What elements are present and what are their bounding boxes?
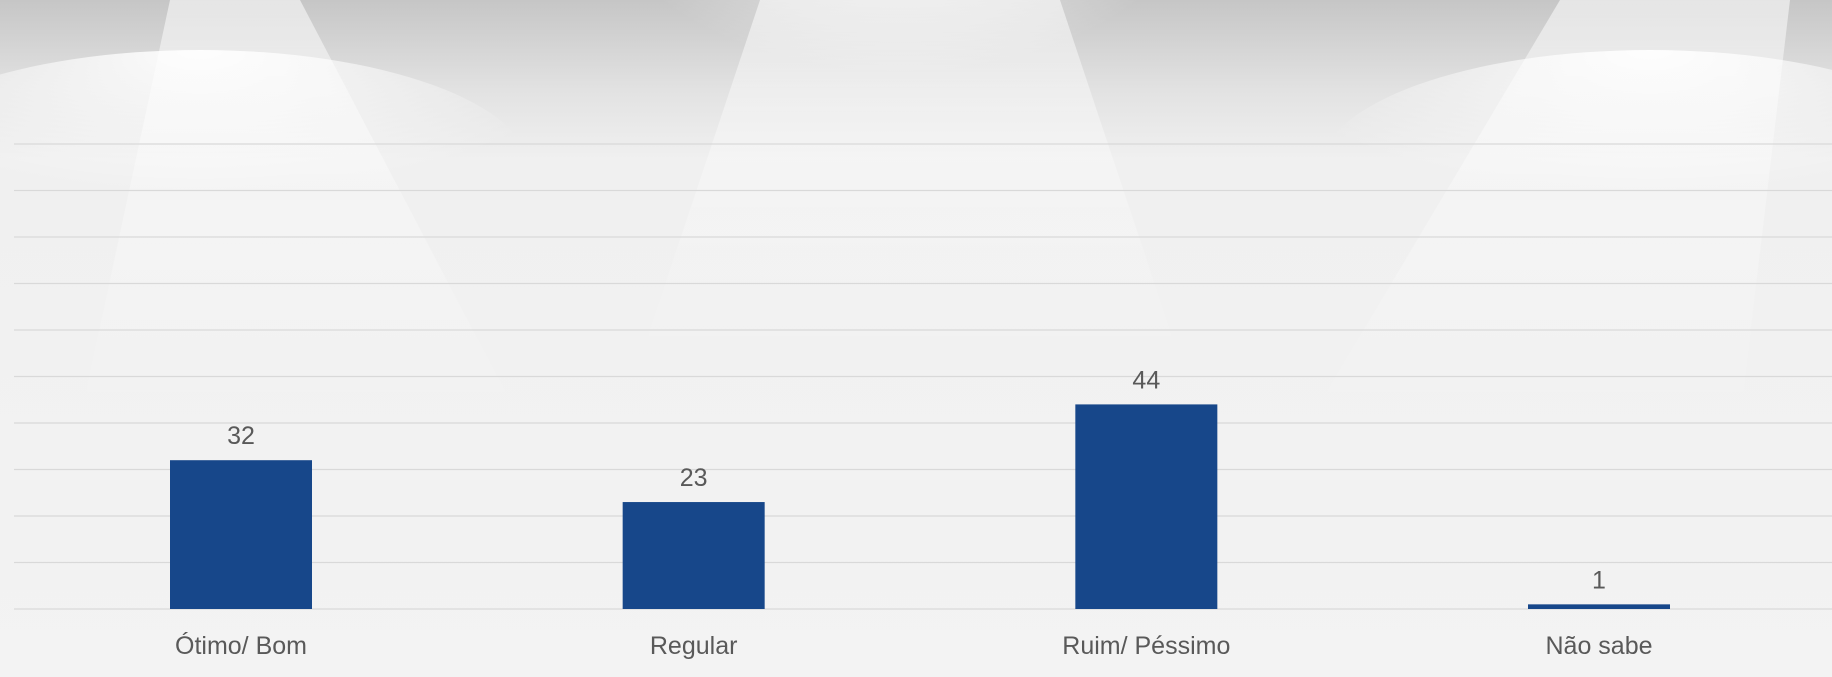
light-beam-right <box>1310 0 1790 420</box>
data-label: 23 <box>680 464 708 492</box>
category-labels: Ótimo/ Bom Regular Ruim/ Péssimo Não sabe <box>175 631 1653 660</box>
bar <box>622 502 765 609</box>
bar <box>1075 404 1218 609</box>
spotlight-backdrop <box>0 0 1832 420</box>
data-label: 32 <box>227 422 255 450</box>
category-label: Ruim/ Péssimo <box>1062 632 1230 660</box>
category-label: Regular <box>650 632 738 660</box>
category-label: Ótimo/ Bom <box>175 631 307 660</box>
bar <box>170 460 312 609</box>
data-labels: 32 23 44 1 <box>227 366 1606 594</box>
data-label: 1 <box>1592 566 1606 594</box>
light-beam-left <box>80 0 520 420</box>
data-label: 44 <box>1132 366 1160 394</box>
bar <box>1528 604 1670 609</box>
light-beam-center <box>640 0 1180 360</box>
category-label: Não sabe <box>1545 632 1652 660</box>
bars <box>170 404 1670 609</box>
